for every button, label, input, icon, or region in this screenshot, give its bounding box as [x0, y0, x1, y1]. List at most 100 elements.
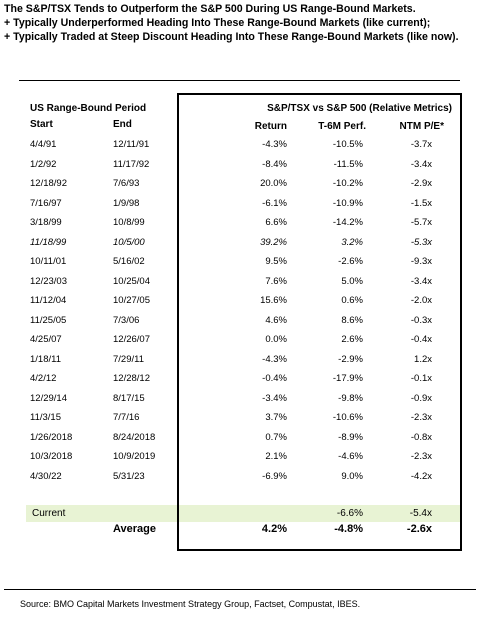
table-row: 12/29/14 8/17/15 -3.4% -9.8% -0.9x [0, 393, 480, 413]
cell-end: 5/31/23 [113, 470, 145, 482]
bottom-divider [4, 589, 476, 590]
cell-start: 7/16/97 [30, 197, 62, 209]
cell-end: 7/3/06 [113, 314, 140, 326]
cell-return: 0.7% [265, 431, 287, 443]
cell-end: 10/8/99 [113, 217, 145, 228]
cell-return: -4.3% [262, 353, 287, 365]
cell-start: 4/25/07 [30, 334, 62, 345]
col-header-start: Start [30, 119, 53, 130]
cell-return: 7.6% [265, 275, 287, 287]
table-row: 1/18/11 7/29/11 -4.3% -2.9% 1.2x [0, 354, 480, 374]
cell-pe: -5.7x [410, 217, 432, 228]
cell-start: 1/2/92 [30, 158, 57, 170]
cell-perf: 5.0% [341, 275, 363, 287]
cell-start: 4/30/22 [30, 470, 62, 482]
cell-perf: -9.8% [338, 392, 363, 404]
cell-end: 12/28/12 [113, 373, 150, 384]
average-pe: -2.6x [406, 523, 432, 535]
table-row: 4/2/12 12/28/12 -0.4% -17.9% -0.1x [0, 373, 480, 393]
cell-pe: -0.4x [410, 334, 432, 345]
cell-start: 3/18/99 [30, 217, 62, 228]
cell-return: -0.4% [262, 373, 287, 384]
cell-pe: -9.3x [410, 256, 432, 267]
cell-start: 10/3/2018 [30, 451, 73, 462]
cell-perf: 0.6% [341, 295, 363, 306]
cell-perf: 2.6% [341, 334, 363, 345]
cell-pe: -1.5x [410, 197, 432, 209]
cell-start: 4/4/91 [30, 139, 57, 150]
cell-perf: 3.2% [341, 236, 363, 248]
table-row: 11/18/99 10/5/00 39.2% 3.2% -5.3x [0, 237, 480, 257]
cell-return: 0.0% [265, 334, 287, 345]
cell-end: 7/6/93 [113, 178, 140, 189]
cell-pe: -2.3x [410, 451, 432, 462]
cell-return: 39.2% [260, 236, 287, 248]
cell-return: 4.6% [265, 314, 287, 326]
table-row: 1/2/92 11/17/92 -8.4% -11.5% -3.4x [0, 159, 480, 179]
cell-perf: -4.6% [338, 451, 363, 462]
current-perf: -6.6% [336, 508, 363, 519]
cell-perf: -2.6% [338, 256, 363, 267]
header-title: The S&P/TSX Tends to Outperform the S&P … [4, 3, 416, 15]
cell-perf: 8.6% [341, 314, 363, 326]
current-row-highlight [26, 505, 460, 522]
cell-return: 15.6% [260, 295, 287, 306]
cell-pe: -4.2x [410, 470, 432, 482]
cell-pe: -0.9x [410, 392, 432, 404]
cell-perf: -14.2% [332, 217, 363, 228]
average-label: Average [113, 523, 157, 535]
cell-start: 11/25/05 [30, 314, 67, 326]
table-row: 11/3/15 7/7/16 3.7% -10.6% -2.3x [0, 412, 480, 432]
cell-pe: -5.3x [410, 236, 432, 248]
cell-end: 10/9/2019 [113, 451, 156, 462]
group-header-period: US Range-Bound Period [30, 103, 147, 114]
cell-return: -6.1% [262, 197, 287, 209]
cell-end: 12/11/91 [113, 139, 150, 150]
col-header-perf: T-6M Perf. [318, 121, 366, 132]
table-row: 11/25/05 7/3/06 4.6% 8.6% -0.3x [0, 315, 480, 335]
cell-pe: -2.0x [410, 295, 432, 306]
table-row: 4/30/22 5/31/23 -6.9% 9.0% -4.2x [0, 471, 480, 491]
cell-pe: -0.3x [410, 314, 432, 326]
cell-end: 8/17/15 [113, 392, 145, 404]
col-header-return: Return [254, 121, 287, 132]
header-point-1: + Typically Underperformed Heading Into … [4, 17, 431, 29]
source-note: Source: BMO Capital Markets Investment S… [20, 599, 361, 609]
cell-start: 1/26/2018 [30, 431, 73, 443]
table-row: 4/4/91 12/11/91 -4.3% -10.5% -3.7x [0, 139, 480, 159]
cell-perf: -17.9% [332, 373, 363, 384]
cell-start: 12/18/92 [30, 178, 67, 189]
cell-start: 11/18/99 [30, 236, 67, 248]
table-row: 7/16/97 1/9/98 -6.1% -10.9% -1.5x [0, 198, 480, 218]
relative-metrics-box [177, 93, 462, 551]
cell-return: -4.3% [262, 139, 287, 150]
cell-return: -8.4% [262, 158, 287, 170]
chart-header: The S&P/TSX Tends to Outperform the S&P … [4, 2, 476, 44]
cell-end: 7/29/11 [113, 353, 144, 365]
cell-end: 5/16/02 [113, 256, 145, 267]
cell-return: -6.9% [262, 470, 287, 482]
cell-pe: 1.2x [414, 353, 432, 365]
header-point-2: + Typically Traded at Steep Discount Hea… [4, 31, 459, 43]
table-row: 11/12/04 10/27/05 15.6% 0.6% -2.0x [0, 295, 480, 315]
cell-perf: 9.0% [341, 470, 363, 482]
cell-perf: -11.5% [333, 158, 363, 170]
cell-start: 12/29/14 [30, 392, 67, 404]
current-label: Current [32, 508, 66, 519]
cell-return: 6.6% [265, 217, 287, 228]
cell-perf: -8.9% [338, 431, 363, 443]
cell-pe: -3.7x [410, 139, 432, 150]
cell-end: 12/26/07 [113, 334, 150, 345]
table-row: 12/23/03 10/25/04 7.6% 5.0% -3.4x [0, 276, 480, 296]
average-perf: -4.8% [334, 523, 363, 535]
cell-return: 3.7% [265, 412, 287, 423]
cell-return: 9.5% [265, 256, 287, 267]
table-row: 10/11/01 5/16/02 9.5% -2.6% -9.3x [0, 256, 480, 276]
cell-start: 4/2/12 [30, 373, 57, 384]
top-divider [19, 80, 460, 81]
cell-end: 10/25/04 [113, 275, 150, 287]
cell-start: 11/12/04 [30, 295, 67, 306]
cell-perf: -10.5% [332, 139, 363, 150]
cell-return: 2.1% [265, 451, 287, 462]
cell-perf: -2.9% [338, 353, 363, 365]
